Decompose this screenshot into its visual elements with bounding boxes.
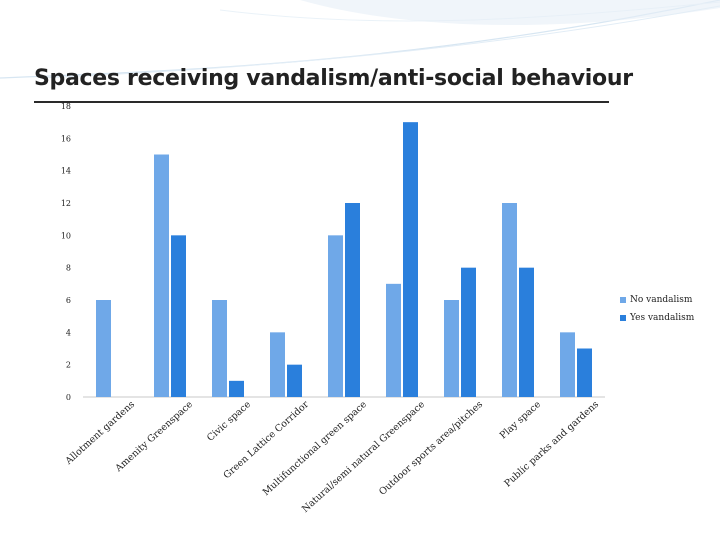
title-divider (34, 101, 609, 103)
page-title: Spaces receiving vandalism/anti-social b… (34, 66, 633, 91)
x-tick-label: Civic space (205, 399, 253, 444)
bar-no-vandalism (212, 300, 227, 397)
x-tick-label: Natural/semi natural Greenspace (300, 399, 427, 515)
chart-legend: No vandalism Yes vandalism (620, 291, 694, 327)
y-tick-label: 0 (66, 393, 71, 402)
x-tick-label: Play space (498, 399, 544, 442)
bar-yes-vandalism (403, 122, 418, 398)
legend-item-no-vandalism: No vandalism (620, 291, 694, 309)
y-tick-label: 2 (66, 361, 71, 370)
y-tick-label: 16 (61, 134, 71, 143)
bar-no-vandalism (96, 300, 111, 397)
y-tick-label: 12 (61, 199, 71, 208)
bar-no-vandalism (560, 332, 575, 397)
legend-label-no-vandalism: No vandalism (630, 295, 693, 305)
bar-yes-vandalism (171, 235, 186, 397)
bar-yes-vandalism (519, 267, 534, 397)
x-tick-label: Multifunctional green space (261, 399, 370, 498)
legend-label-yes-vandalism: Yes vandalism (630, 313, 695, 323)
y-tick-label: 8 (66, 264, 71, 273)
legend-swatch-yes-vandalism (620, 315, 626, 321)
y-tick-label: 6 (66, 296, 71, 305)
bar-no-vandalism (502, 203, 517, 397)
legend-item-yes-vandalism: Yes vandalism (620, 309, 694, 327)
bar-yes-vandalism (287, 364, 302, 397)
bar-yes-vandalism (577, 348, 592, 397)
y-tick-label: 4 (66, 328, 71, 337)
y-tick-label: 14 (61, 167, 71, 176)
header-decoration (0, 0, 720, 79)
bar-no-vandalism (444, 300, 459, 397)
legend-swatch-no-vandalism (620, 297, 626, 303)
y-tick-label: 18 (61, 102, 71, 111)
y-tick-label: 10 (61, 231, 71, 240)
x-tick-label: Outdoor sports area/pitches (377, 399, 485, 498)
bar-no-vandalism (328, 235, 343, 397)
bar-yes-vandalism (345, 203, 360, 397)
bar-no-vandalism (386, 283, 401, 397)
x-tick-label: Public parks and gardens (502, 399, 601, 489)
bar-yes-vandalism (229, 380, 244, 397)
bar-yes-vandalism (461, 267, 476, 397)
bar-no-vandalism (270, 332, 285, 397)
bar-no-vandalism (154, 154, 169, 397)
